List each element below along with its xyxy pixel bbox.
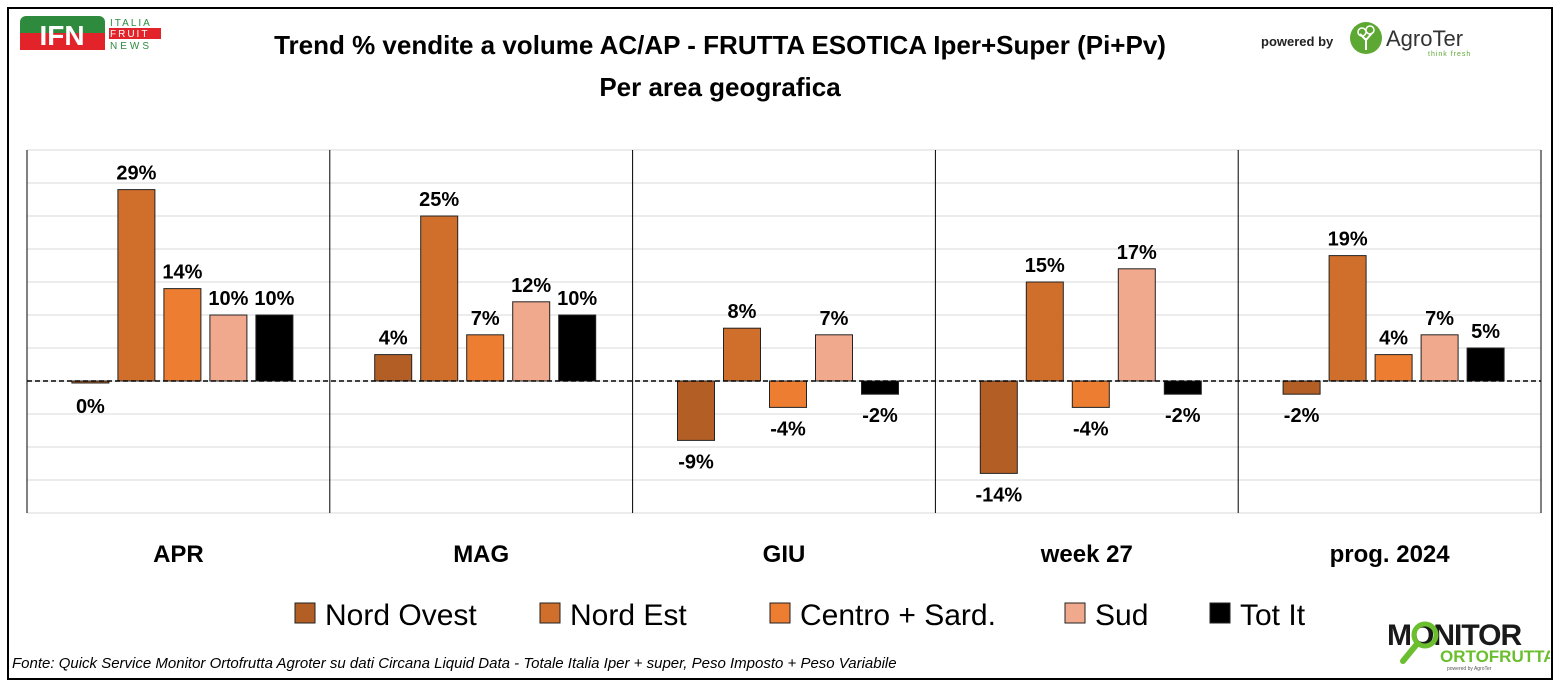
- data-label: 10%: [254, 288, 294, 310]
- agroter-logo: AgroTer think fresh: [1348, 20, 1478, 65]
- data-label: -4%: [770, 418, 806, 440]
- bar-nord-est: [420, 215, 459, 382]
- data-label: 29%: [116, 163, 156, 185]
- ifn-logo-line3: NEWS: [110, 41, 152, 52]
- legend-label: Sud: [1095, 599, 1148, 632]
- bar-tot-it: [861, 380, 899, 395]
- category-labels: APR MAG GIU week 27 prog. 2024: [153, 541, 1450, 568]
- source-note: Fonte: Quick Service Monitor Ortofrutta …: [12, 655, 897, 672]
- bar-nord-ovest: [1282, 380, 1321, 395]
- data-label: 7%: [471, 308, 500, 330]
- bar-nord-ovest: [979, 380, 1018, 474]
- monitor-logo-line2: ORTOFRUTTA: [1440, 647, 1550, 666]
- bar-centro-sard-: [163, 288, 202, 382]
- bar-tot-it: [558, 314, 597, 382]
- data-label: -4%: [1073, 418, 1109, 440]
- legend-label: Nord Ovest: [325, 599, 477, 632]
- bar-nord-ovest: [71, 380, 110, 384]
- bar-centro-sard-: [466, 334, 505, 382]
- powered-by-label: powered by: [1261, 34, 1334, 49]
- legend-label: Tot It: [1240, 599, 1306, 632]
- legend-label: Nord Est: [570, 599, 687, 632]
- chart-subtitle: Per area geografica: [599, 72, 841, 102]
- gridlines: [27, 149, 1541, 514]
- bar-tot-it: [255, 314, 294, 382]
- data-label: 15%: [1025, 255, 1065, 277]
- bar-nord-est: [117, 189, 156, 382]
- data-label: 17%: [1117, 242, 1157, 264]
- monitor-ortofrutta-logo: MONITOR ORTOFRUTTA powered by AgroTer: [1385, 617, 1556, 677]
- legend-item: Nord Est: [539, 599, 687, 632]
- legend-swatch: [1064, 602, 1086, 624]
- monitor-logo-tagline: powered by AgroTer: [1447, 666, 1492, 672]
- ifn-logo-mark: IFN: [39, 20, 84, 51]
- legend-item: Nord Ovest: [294, 599, 477, 632]
- data-label: 0%: [76, 396, 105, 418]
- bar-nord-est: [1328, 255, 1367, 382]
- category-label: week 27: [1040, 541, 1133, 568]
- data-label: 5%: [1471, 321, 1500, 343]
- legend-label: Centro + Sard.: [800, 599, 996, 632]
- ifn-logo-line2: FRUIT: [110, 29, 149, 40]
- magnifier-icon: [1411, 621, 1439, 649]
- data-label: 7%: [1425, 308, 1454, 330]
- category-label: MAG: [453, 541, 509, 568]
- data-label: 7%: [820, 308, 849, 330]
- legend-swatch: [769, 602, 791, 624]
- data-label: 8%: [728, 301, 757, 323]
- ifn-logo: IFN ITALIA FRUIT NEWS: [20, 14, 170, 59]
- agroter-name: AgroTer: [1386, 26, 1463, 51]
- data-label: 14%: [162, 262, 202, 284]
- data-label: -14%: [975, 484, 1022, 506]
- data-label: 10%: [557, 288, 597, 310]
- data-label: -2%: [862, 405, 898, 427]
- bar-nord-est: [723, 327, 761, 382]
- data-label: 4%: [379, 328, 408, 350]
- data-label: 19%: [1328, 229, 1368, 251]
- data-label: -2%: [1165, 405, 1201, 427]
- bar-sud: [209, 314, 248, 382]
- bar-tot-it: [1163, 380, 1202, 395]
- bar-nord-ovest: [374, 354, 413, 382]
- data-label: -9%: [678, 451, 714, 473]
- bar-sud: [1117, 268, 1156, 382]
- ifn-logo-line1: ITALIA: [110, 18, 152, 29]
- legend-item: Sud: [1064, 599, 1148, 632]
- bar-centro-sard-: [1071, 380, 1110, 408]
- legend-item: Centro + Sard.: [769, 599, 996, 632]
- legend-item: Tot It: [1209, 599, 1306, 632]
- monitor-logo-line1: MONITOR: [1387, 619, 1522, 652]
- data-label: 25%: [419, 189, 459, 211]
- legend-swatch: [1209, 602, 1231, 624]
- data-labels: 0% 29% 14% 10% 10% 4% 25% 7% 12% 10% -9% 8% -4% 7% -2%…: [76, 163, 1500, 507]
- bar-sud: [512, 301, 551, 382]
- data-label: 4%: [1379, 328, 1408, 350]
- bar-nord-ovest: [677, 380, 715, 441]
- bar-centro-sard-: [769, 380, 807, 408]
- bar-sud: [815, 334, 853, 382]
- bars: [71, 189, 1505, 474]
- legend-swatch: [294, 602, 316, 624]
- category-label: prog. 2024: [1330, 541, 1451, 568]
- category-label: GIU: [763, 541, 806, 568]
- data-label: -2%: [1284, 405, 1320, 427]
- bar-tot-it: [1466, 347, 1505, 382]
- data-label: 10%: [208, 288, 248, 310]
- legend: Nord Ovest Nord Est Centro + Sard. Sud Tot I…: [294, 599, 1306, 632]
- agroter-tagline: think fresh: [1428, 51, 1471, 58]
- bar-sud: [1420, 334, 1459, 382]
- chart-title: Trend % vendite a volume AC/AP - FRUTTA …: [274, 30, 1166, 60]
- bar-nord-est: [1025, 281, 1064, 382]
- data-label: 12%: [511, 275, 551, 297]
- category-label: APR: [153, 541, 204, 568]
- category-dividers: [26, 150, 1542, 513]
- legend-swatch: [539, 602, 561, 624]
- bar-centro-sard-: [1374, 354, 1413, 382]
